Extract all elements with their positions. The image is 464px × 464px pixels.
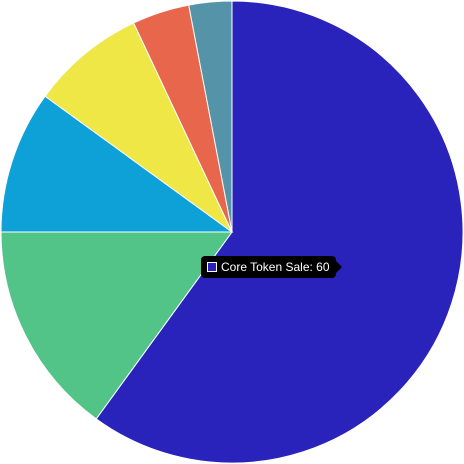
pie-slice-2[interactable]	[0, 231, 233, 420]
pie-slice-1[interactable]	[95, 0, 464, 464]
pie-slice-6[interactable]	[188, 0, 233, 233]
tooltip-color-swatch	[207, 262, 217, 272]
tooltip-text: Core Token Sale: 60	[221, 260, 330, 274]
pie-slice-3[interactable]	[0, 95, 234, 233]
chart-tooltip: Core Token Sale: 60	[201, 256, 342, 278]
pie-slice-4[interactable]	[44, 22, 233, 233]
